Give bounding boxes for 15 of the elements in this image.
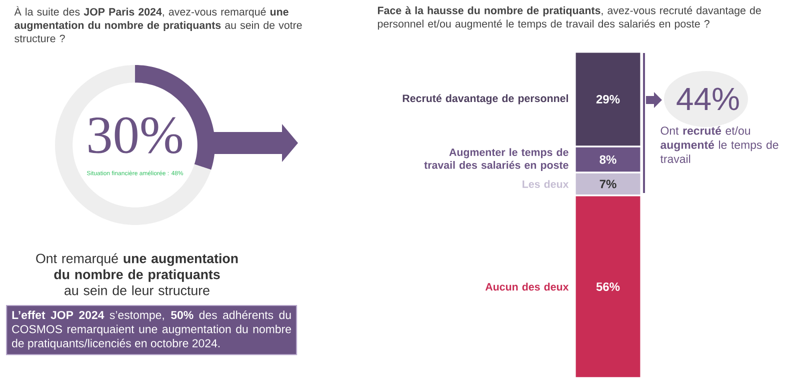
data-label: 8% [600,155,616,164]
text: L’effet JOP 2024 s’estompe, 50% des adhérents du COSMOS remarquaient une augmentation du nombre de pratiquants/licenciés en octobre 2024. [12,310,291,350]
chart-title: Face à la hausse du nombre de pratiquants, avez-vous recruté davantage de personnel et/ou augmenté le temps de travail des salariés en poste ? [378,6,761,30]
data-label: 29% [596,95,620,104]
chart-title: À la suite des JOP Paris 2024, avez-vous remarqué une augmentation du nombre de pratiquants au sein de votre structure ? [14,6,302,42]
data-label: 56% [596,282,620,291]
text: Ont recruté et/ou augmenté le temps de travail [660,126,778,164]
text: Ont remarqué une augmentation du nombre de pratiquants au sein de leur structure [36,253,238,296]
data-label: 7% [600,180,616,188]
data-label: 30% [88,117,182,154]
series-label: Aucun des deux [485,282,569,291]
series-label: Recruté davantage de personnel [402,94,568,104]
series-label: Augmenter le temps de travail des salariés en poste [424,148,568,171]
series-label: Les deux [522,180,569,188]
text: 44% [676,88,739,110]
